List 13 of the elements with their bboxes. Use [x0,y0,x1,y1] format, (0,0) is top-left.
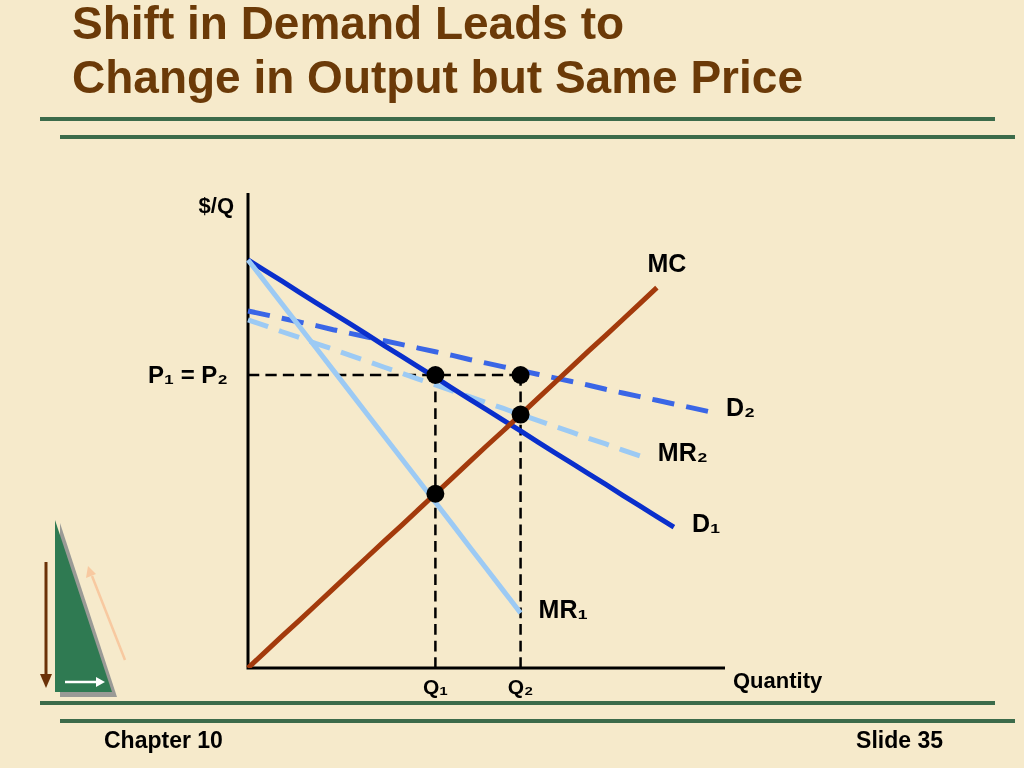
text: Slide 35 [856,727,943,754]
x-tick-label: Q₁ [422,675,448,699]
series-label: MR₁ [538,594,588,623]
series-label: D₂ [725,393,756,422]
text: Chapter 10 [104,727,223,754]
series-label: MC [647,248,687,277]
series-label: D₁ [691,509,721,538]
ref-line-label: P₁ = P₂ [148,360,228,388]
x-axis-title: Quantity [733,668,823,694]
series-label: MR₂ [657,437,708,466]
chart-title: Shift in Demand Leads to Change in Output but Same Price [72,0,803,104]
x-tick-label: Q₂ [507,675,534,699]
y-axis-title: $/Q [198,193,234,219]
